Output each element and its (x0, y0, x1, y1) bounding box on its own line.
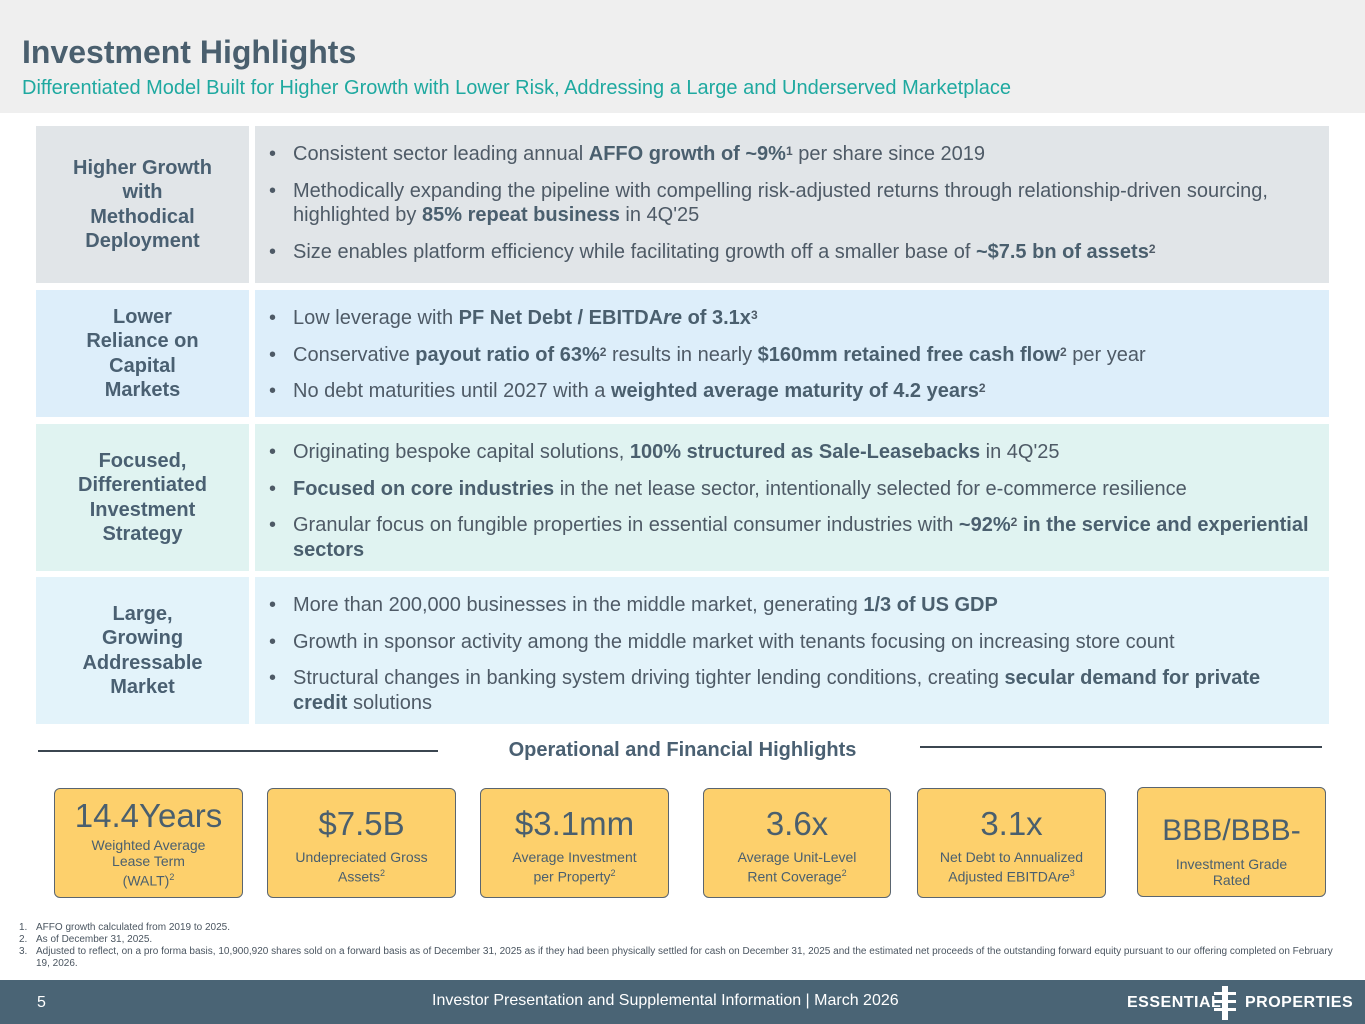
page-number: 5 (37, 994, 46, 1011)
kpi-caption: Undepreciated Gross Assets2 (295, 849, 428, 885)
bullet-icon: • (269, 143, 277, 165)
bullet-item: • Granular focus on fungible properties i… (269, 514, 1309, 561)
row-label: Lower Reliance on Capital Markets (36, 290, 249, 417)
company-logo: ESSENTIAL PROPERTIES (1127, 986, 1353, 1020)
kpi-card-coverage: 3.6x Average Unit-Level Rent Coverage2 (703, 788, 891, 898)
bullet-icon: • (269, 343, 277, 366)
kpi-value: BBB/BBB- (1162, 814, 1301, 847)
bullet-item: • Consistent sector leading annual AFFO g… (269, 143, 985, 165)
bullet-icon: • (269, 477, 277, 500)
footnotes: 1. AFFO growth calculated from 2019 to 20… (19, 922, 1339, 970)
header-band: Investment Highlights Differentiated Mod… (0, 0, 1365, 113)
page-title: Investment Highlights (22, 34, 357, 70)
ops-section-title: Operational and Financial Highlights (508, 739, 857, 761)
bullet-icon: • (269, 307, 277, 329)
bullet-icon: • (269, 240, 277, 263)
page-subtitle: Differentiated Model Built for Higher Gr… (22, 77, 1012, 99)
bullet-item: • Conservative payout ratio of 63%2 resul… (269, 343, 1146, 366)
bullet-item: • Low leverage with PF Net Debt / EBITDAr… (269, 307, 758, 329)
divider-line-right (920, 746, 1322, 748)
kpi-caption: Average Investment per Property2 (512, 849, 637, 885)
bullet-item: • Focused on core industries in the net l… (269, 477, 1187, 500)
footnote: 1. AFFO growth calculated from 2019 to 20… (19, 922, 230, 933)
kpi-value: 14.4Years (74, 797, 223, 834)
bullet-icon: • (269, 667, 277, 689)
bullet-icon: • (269, 630, 277, 653)
row-content: • Low leverage with PF Net Debt / EBITDAr… (255, 290, 1329, 417)
kpi-card-walt: 14.4Years Weighted Average Lease Term (W… (54, 788, 243, 898)
kpi-card-leverage: 3.1x Net Debt to Annualized Adjusted EBI… (917, 788, 1106, 898)
bullet-item: • Structural changes in banking system dr… (269, 667, 1261, 714)
kpi-card-assets: $7.5B Undepreciated Gross Assets2 (267, 788, 456, 898)
kpi-caption: Investment Grade Rated (1175, 856, 1288, 888)
bullet-list: • More than 200,000 businesses in the mid… (269, 593, 1315, 727)
kpi-value: 3.1x (980, 805, 1043, 842)
row-label: Large, Growing Addressable Market (36, 577, 249, 724)
bullet-icon: • (269, 380, 277, 402)
presentation-title: Investor Presentation and Supplemental I… (432, 992, 899, 1009)
footnote: 3. Adjusted to reflect, on a pro forma ba… (19, 946, 1333, 969)
divider-line-left (38, 750, 438, 752)
bullet-icon: • (269, 179, 277, 202)
row-label: Higher Growth with Methodical Deployment (36, 126, 249, 283)
bullet-icon: • (269, 441, 277, 463)
bullet-icon: • (269, 594, 277, 616)
highlight-row-market: Large, Growing Addressable Market • More … (36, 577, 1329, 724)
kpi-value: 3.6x (765, 805, 829, 842)
kpi-card-rating: BBB/BBB- Investment Grade Rated (1137, 787, 1326, 897)
highlight-row-reliance: Lower Reliance on Capital Markets • Low l… (36, 290, 1329, 417)
bullet-item: • More than 200,000 businesses in the mid… (269, 594, 998, 616)
row-content: • Originating bespoke capital solutions, … (255, 424, 1329, 571)
row-label: Focused, Differentiated Investment Strat… (36, 424, 249, 571)
bullet-list: • Low leverage with PF Net Debt / EBITDAr… (269, 306, 1315, 416)
logo-mark-icon (1214, 986, 1236, 1020)
bullet-item: • Methodically expanding the pipeline wit… (269, 179, 1268, 227)
bullet-item: • No debt maturities until 2027 with a we… (269, 380, 986, 402)
footer-bar: 5 Investor Presentation and Supplemental… (0, 980, 1365, 1024)
kpi-value: $3.1mm (514, 805, 635, 842)
kpi-card-investment: $3.1mm Average Investment per Property2 (480, 788, 669, 898)
bullet-item: • Growth in sponsor activity among the mi… (269, 630, 1175, 653)
kpi-caption: Net Debt to Annualized Adjusted EBITDAre… (939, 849, 1084, 885)
kpi-caption: Weighted Average Lease Term (WALT)2 (91, 837, 206, 889)
row-content: • More than 200,000 businesses in the mid… (255, 577, 1329, 724)
bullet-list: • Originating bespoke capital solutions, … (269, 440, 1315, 574)
kpi-caption: Average Unit-Level Rent Coverage2 (737, 849, 857, 885)
bullet-list: • Consistent sector leading annual AFFO g… (269, 142, 1315, 276)
bullet-icon: • (269, 514, 277, 536)
highlight-row-strategy: Focused, Differentiated Investment Strat… (36, 424, 1329, 571)
highlight-row-growth: Higher Growth with Methodical Deployment… (36, 126, 1329, 283)
bullet-item: • Originating bespoke capital solutions, … (269, 441, 1060, 463)
kpi-value: $7.5B (318, 805, 405, 842)
bullet-item: • Size enables platform efficiency while … (269, 240, 1156, 263)
row-content: • Consistent sector leading annual AFFO g… (255, 126, 1329, 283)
footnote: 2. As of December 31, 2025. (19, 934, 153, 945)
